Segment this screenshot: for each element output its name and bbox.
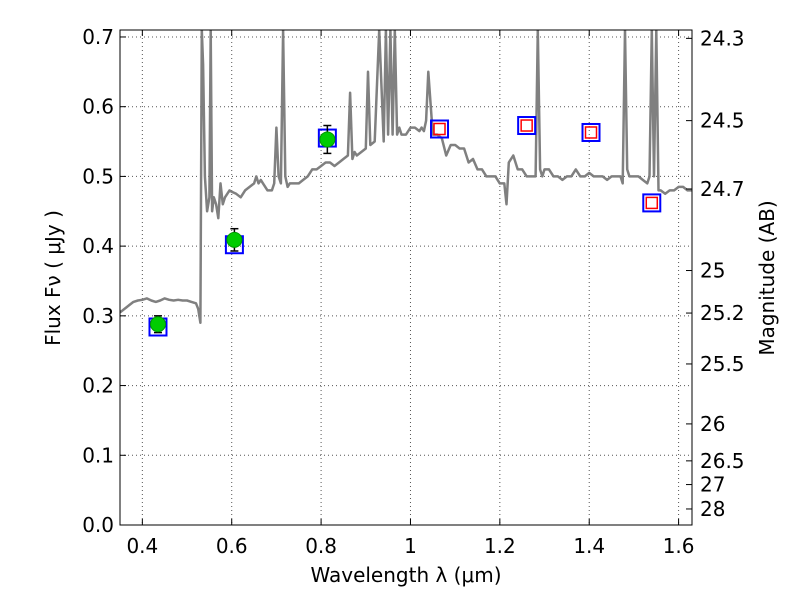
y2-tick-label: 28 <box>700 497 725 521</box>
y2-tick-label: 25 <box>700 259 725 283</box>
y-tick-label: 0.7 <box>82 25 114 49</box>
model-square-marker <box>642 193 662 213</box>
y-tick-label: 0.4 <box>82 234 114 258</box>
y2-tick-label: 24.7 <box>700 177 745 201</box>
predicted-square-marker <box>584 126 598 139</box>
y2-tick-label: 24.5 <box>700 109 745 133</box>
model-square-marker <box>581 122 601 142</box>
predicted-square-marker <box>645 196 659 210</box>
y2-tick-label: 26.5 <box>700 449 745 473</box>
predicted-square-marker <box>520 119 533 132</box>
x-tick-label: 0.4 <box>126 534 158 558</box>
observed-point <box>319 131 336 148</box>
x-tick-label: 1 <box>404 534 417 558</box>
observed-point <box>226 231 243 248</box>
y-tick-label: 0.0 <box>82 513 114 537</box>
y2-tick-label: 24.3 <box>700 26 745 50</box>
x-tick-label: 0.8 <box>305 534 337 558</box>
x-axis-label: Wavelength λ (μm) <box>310 563 501 587</box>
y-tick-label: 0.5 <box>82 164 114 188</box>
model-square-marker <box>517 116 537 136</box>
observed-point <box>149 316 166 333</box>
y-tick-label: 0.6 <box>82 95 114 119</box>
plot-frame <box>119 29 693 526</box>
marker-layer <box>148 116 662 337</box>
y-tick-label: 0.1 <box>82 443 114 467</box>
x-tick-label: 1.4 <box>573 534 605 558</box>
y2-tick-label: 25.2 <box>700 301 745 325</box>
y-tick-label: 0.3 <box>82 304 114 328</box>
y-axis-label: Flux Fν ( μJy ) <box>41 210 65 346</box>
plot-area <box>120 30 692 325</box>
y2-tick-label: 26 <box>700 412 725 436</box>
predicted-square-marker <box>433 122 446 136</box>
x-tick-label: 1.2 <box>484 534 516 558</box>
x-tick-label: 1.6 <box>663 534 695 558</box>
spectrum-line <box>120 30 692 325</box>
y2-tick-label: 27 <box>700 473 725 497</box>
y2-axis-label: Magnitude (AB) <box>755 200 779 355</box>
y-tick-label: 0.2 <box>82 374 114 398</box>
ticks: 0.4 0.6 0.8 1 1.2 1.4 1.6 0.0 0.1 0.2 0.3 0.4 0.5 0.6… <box>82 25 744 558</box>
x-tick-label: 0.6 <box>216 534 248 558</box>
model-square-marker <box>430 119 450 139</box>
y2-tick-label: 25.5 <box>700 352 745 376</box>
